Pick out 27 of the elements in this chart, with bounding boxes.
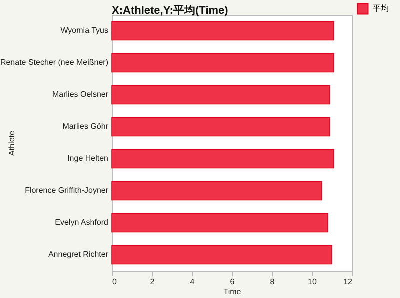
y-tick-label: Wyomia Tyus — [60, 26, 108, 35]
legend-label: 平均 — [373, 4, 389, 13]
x-tick-label: 2 — [150, 278, 156, 286]
bar — [112, 53, 334, 73]
y-tick-label: Marlies Oelsner — [52, 90, 109, 99]
bar — [112, 117, 330, 137]
x-tick-label: 8 — [270, 278, 276, 286]
y-tick-label: Annegret Richter — [48, 250, 109, 259]
bar — [112, 149, 334, 169]
y-tick-label: Marlies Göhr — [62, 122, 109, 131]
x-tick-label: 12 — [344, 278, 354, 286]
bar — [112, 85, 330, 105]
y-tick-label: Renate Stecher (nee Meißner) — [0, 58, 109, 67]
x-tick-label: 4 — [190, 278, 196, 286]
chart-title: X:Athlete,Y:平均(Time) — [112, 4, 229, 17]
y-tick-label: Inge Helten — [68, 154, 108, 163]
bar — [112, 21, 334, 41]
x-tick-label: 0 — [112, 278, 118, 286]
x-axis-title: Time — [224, 288, 242, 296]
y-axis-title: Athlete — [8, 130, 16, 156]
bar — [112, 181, 322, 201]
y-tick-label: Evelyn Ashford — [55, 218, 108, 227]
x-tick-label: 10 — [308, 278, 318, 286]
bar — [112, 245, 332, 265]
y-tick-label: Florence Griffith-Joyner — [25, 186, 109, 195]
bar — [112, 213, 328, 233]
x-tick-label: 6 — [230, 278, 236, 286]
